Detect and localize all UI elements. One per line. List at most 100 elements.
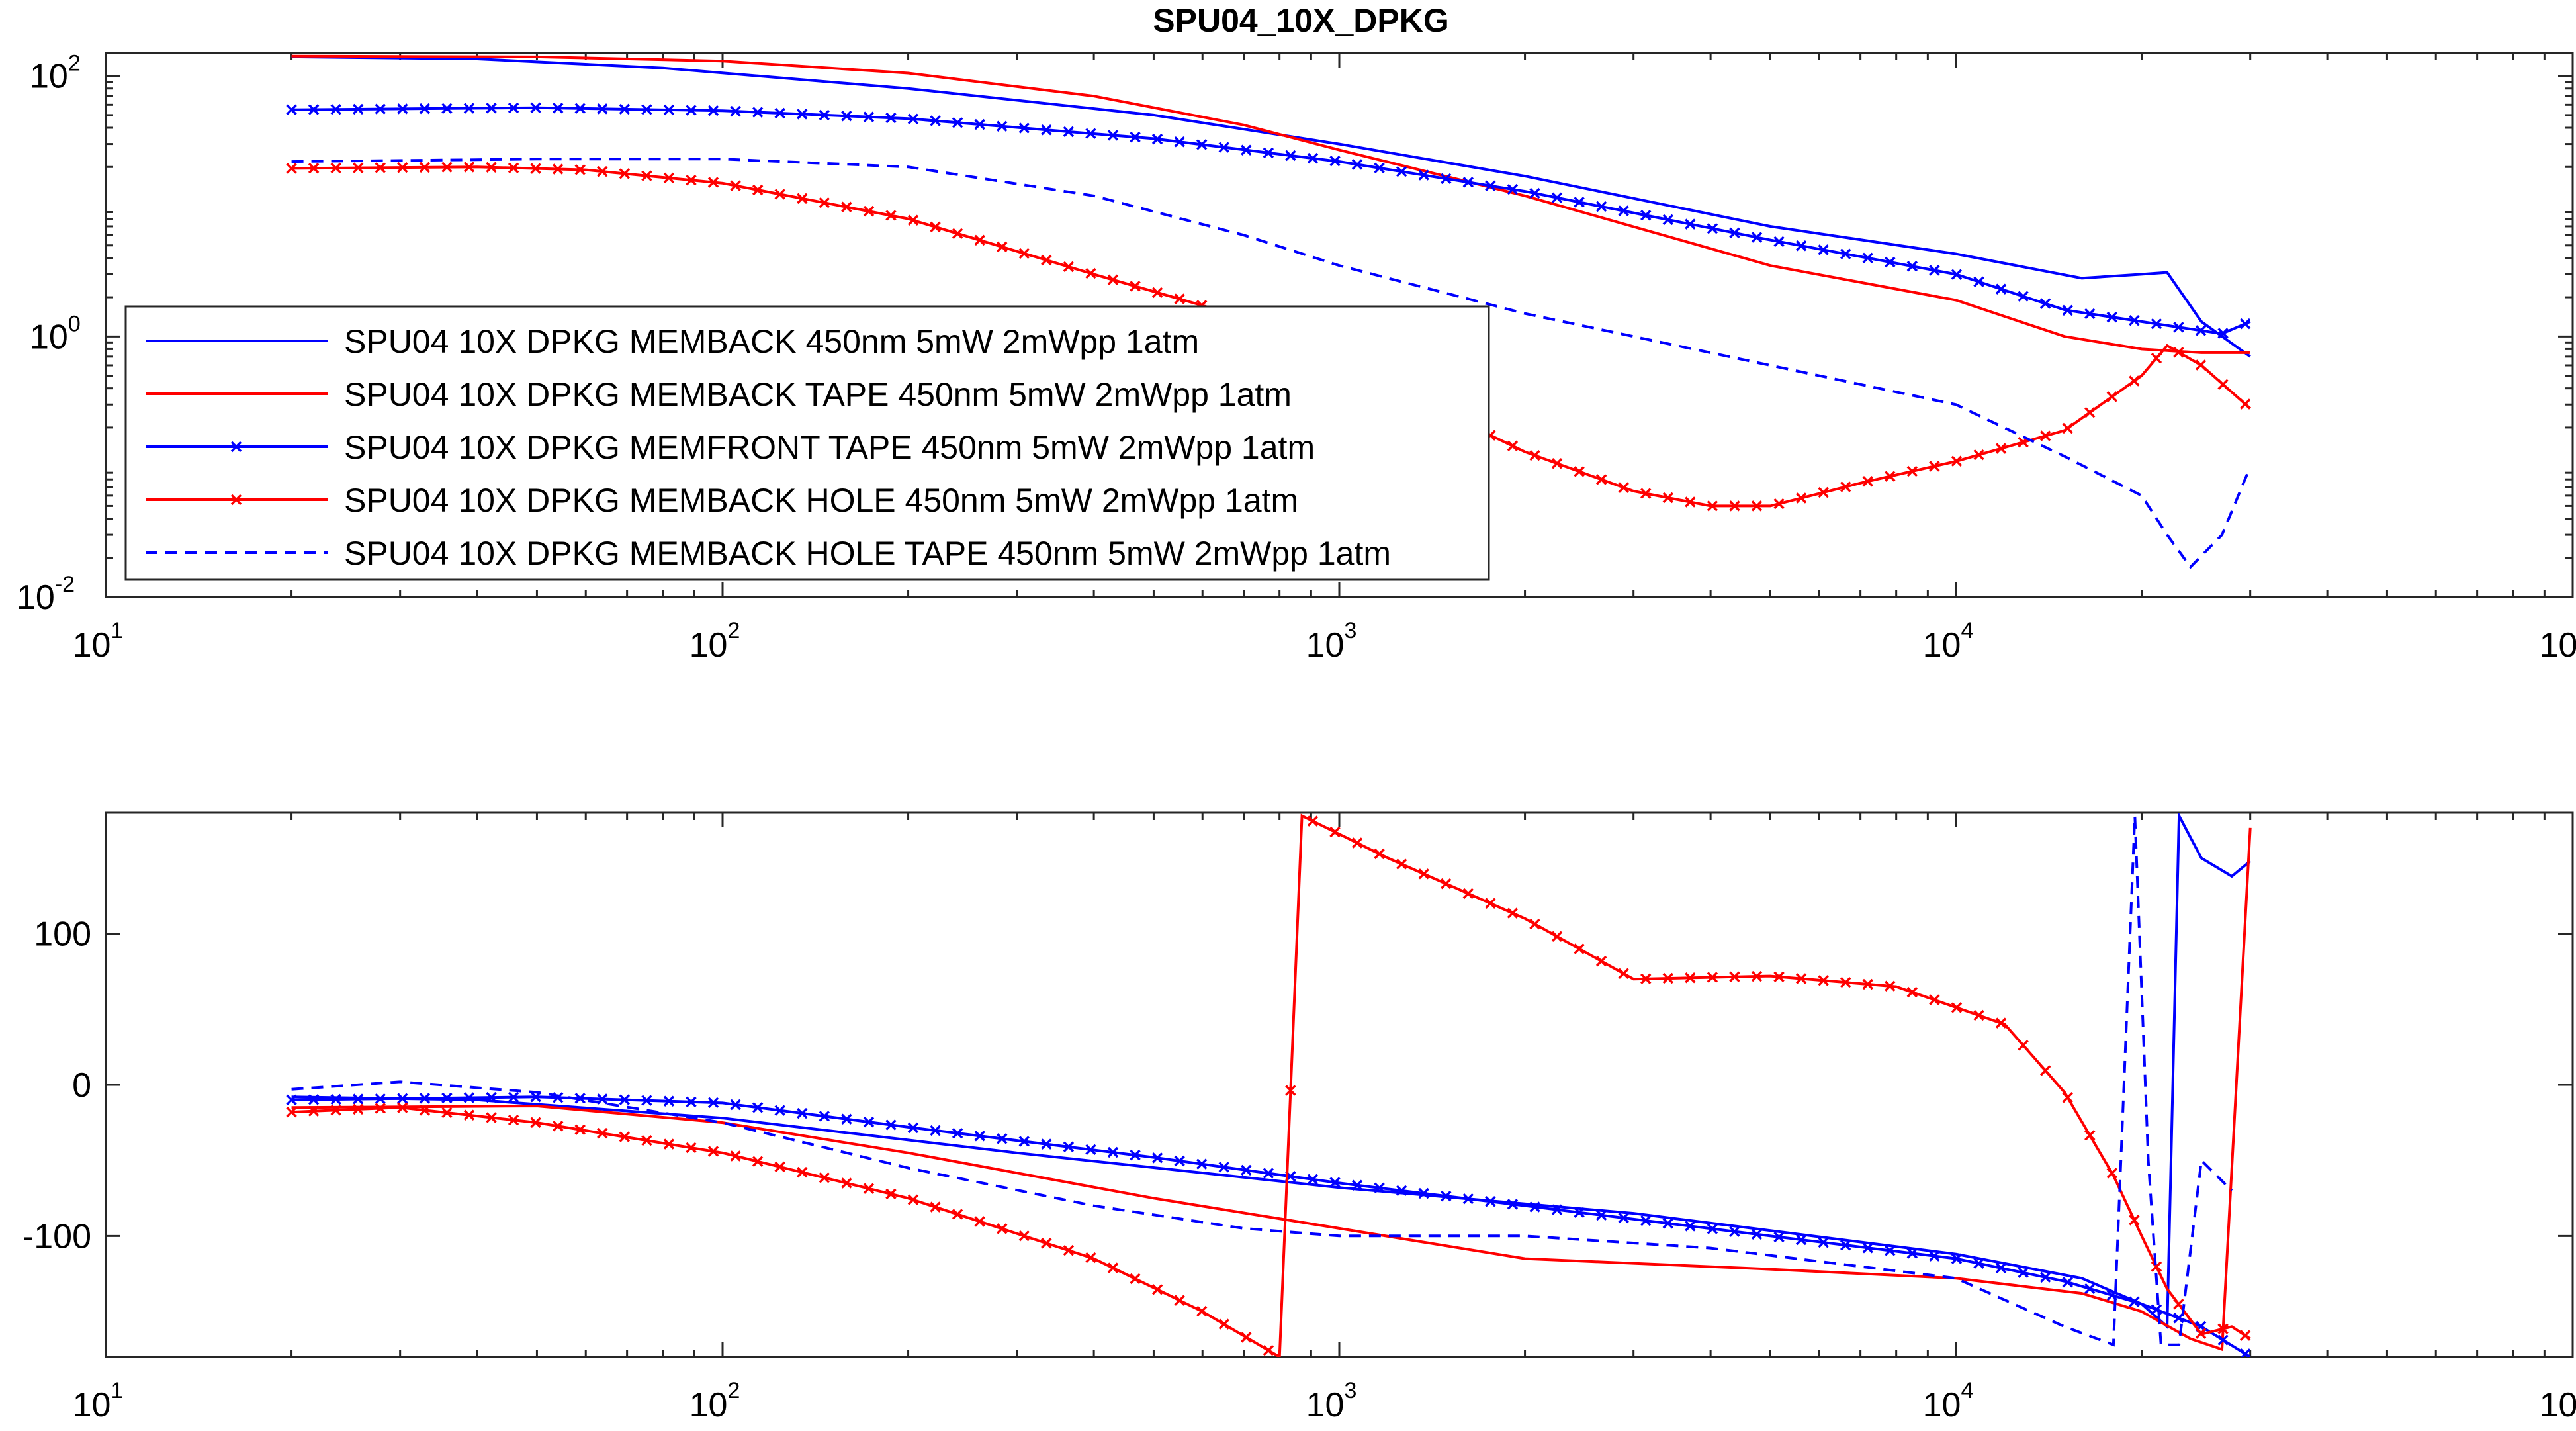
- data-point-marker: [486, 103, 497, 114]
- series-line-2: [291, 54, 2250, 354]
- data-point-marker: [1174, 136, 1185, 148]
- data-point-marker: [1151, 1284, 1163, 1295]
- data-point-marker: [1174, 1295, 1185, 1306]
- data-point-marker: [841, 111, 852, 122]
- data-point-marker: [1151, 287, 1163, 299]
- legend-entry: SPU04 10X DPKG MEMBACK HOLE 450nm 5mW 2m…: [146, 482, 1298, 519]
- data-point-marker: [1307, 152, 1319, 164]
- data-point-marker: [1862, 475, 1873, 487]
- data-point-marker: [1574, 466, 1585, 477]
- data-point-marker: [1818, 1236, 1829, 1248]
- data-point-marker: [752, 184, 764, 196]
- data-point-marker: [375, 1103, 386, 1114]
- data-point-marker: [2173, 322, 2184, 333]
- data-point-marker: [1973, 1258, 1984, 1269]
- data-point-marker: [2217, 1323, 2229, 1334]
- phase-axes-box: [105, 811, 2574, 1358]
- data-point-marker: [1662, 1218, 1674, 1229]
- data-point-marker: [552, 1121, 564, 1132]
- data-point-marker: [1995, 443, 2007, 454]
- data-point-marker: [1529, 187, 1540, 199]
- data-point-marker: [1151, 133, 1163, 145]
- data-point-marker: [1107, 1146, 1119, 1158]
- data-point-marker: [1351, 837, 1363, 849]
- data-point-marker: [352, 103, 364, 115]
- data-point-marker: [1551, 192, 1563, 203]
- data-point-marker: [1973, 449, 1984, 461]
- data-point-marker: [1751, 1228, 1763, 1240]
- data-point-marker: [1751, 232, 1763, 243]
- data-point-marker: [463, 162, 475, 173]
- data-point-marker: [2129, 1215, 2140, 1226]
- phase-axis-ticks: 101 102 103 104 105 -100 0 100: [22, 813, 2576, 1424]
- data-point-marker: [686, 174, 697, 186]
- data-point-marker: [1551, 931, 1563, 943]
- data-point-marker: [1485, 180, 1496, 191]
- data-point-marker: [1529, 918, 1540, 930]
- data-point-marker: [641, 104, 652, 115]
- data-point-marker: [2039, 430, 2051, 441]
- data-point-marker: [1906, 986, 1918, 998]
- data-point-marker: [2106, 1289, 2118, 1301]
- data-point-marker: [486, 1091, 497, 1103]
- data-point-marker: [1551, 457, 1563, 469]
- data-point-marker: [907, 214, 919, 226]
- data-point-marker: [419, 162, 431, 173]
- y-tick-label: 0: [72, 1066, 91, 1105]
- data-point-marker: [686, 1142, 697, 1154]
- data-point-marker: [1685, 496, 1696, 508]
- data-point-marker: [1041, 1138, 1052, 1150]
- data-point-marker: [797, 193, 808, 205]
- data-point-marker: [1396, 165, 1407, 177]
- data-point-marker: [1795, 492, 1807, 504]
- data-point-marker: [1862, 978, 1873, 990]
- data-point-marker: [1574, 1207, 1585, 1219]
- data-point-marker: [1085, 267, 1096, 279]
- data-point-marker: [1218, 142, 1229, 153]
- data-point-marker: [1329, 156, 1341, 167]
- data-point-marker: [1929, 1250, 1940, 1262]
- data-point-marker: [1263, 1168, 1274, 1179]
- data-point-marker: [2151, 353, 2162, 364]
- data-point-marker: [330, 1105, 341, 1116]
- data-point-marker: [2084, 1130, 2096, 1141]
- data-point-marker: [1929, 461, 1940, 472]
- data-point-marker: [797, 1166, 808, 1178]
- data-point-marker: [2106, 311, 2118, 323]
- data-point-marker: [930, 221, 941, 233]
- series-line-3: [291, 106, 2251, 336]
- data-point-marker: [1241, 144, 1252, 156]
- data-point-marker: [1640, 210, 1652, 221]
- data-point-marker: [397, 1093, 408, 1105]
- legend-marker: [230, 494, 242, 506]
- data-point-marker: [952, 1127, 963, 1139]
- data-point-marker: [996, 1223, 1008, 1234]
- data-point-marker: [930, 115, 941, 126]
- data-point-marker: [574, 1124, 586, 1135]
- data-point-marker: [730, 1099, 741, 1111]
- data-point-marker: [1107, 130, 1119, 141]
- data-point-marker: [907, 1194, 919, 1205]
- data-point-marker: [2217, 1334, 2229, 1346]
- data-point-marker: [1418, 1187, 1429, 1199]
- x-tick-label: 101: [73, 1378, 124, 1424]
- data-point-marker: [1507, 440, 1519, 452]
- data-point-marker: [1662, 214, 1674, 226]
- data-point-marker: [2062, 422, 2073, 434]
- data-point-marker: [486, 162, 497, 173]
- data-point-marker: [2106, 1168, 2118, 1179]
- data-point-marker: [1307, 1174, 1319, 1185]
- data-point-marker: [419, 103, 431, 115]
- data-point-marker: [552, 163, 564, 175]
- data-point-marker: [397, 103, 408, 115]
- data-point-marker: [863, 1116, 875, 1128]
- data-point-marker: [1130, 281, 1141, 292]
- data-point-marker: [286, 1094, 297, 1106]
- data-point-marker: [1241, 1164, 1252, 1176]
- data-point-marker: [1018, 1230, 1030, 1242]
- data-point-marker: [1862, 252, 1873, 264]
- data-point-marker: [286, 104, 297, 116]
- data-point-marker: [2239, 318, 2251, 330]
- data-point-marker: [752, 107, 764, 118]
